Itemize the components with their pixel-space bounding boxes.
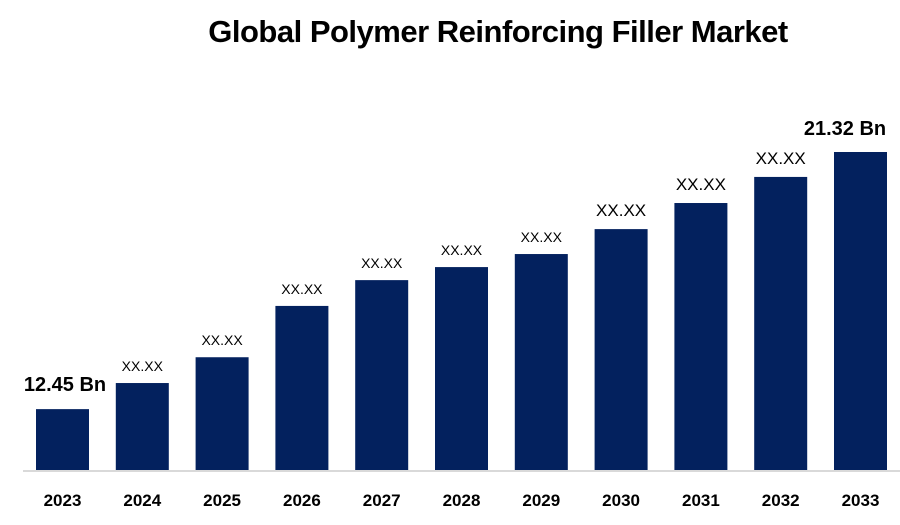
x-tick-label: 2023 bbox=[44, 491, 82, 510]
data-label: XX.XX bbox=[122, 358, 164, 374]
chart-title: Global Polymer Reinforcing Filler Market bbox=[208, 14, 788, 49]
bar-2027 bbox=[355, 280, 409, 470]
x-tick-label: 2026 bbox=[283, 491, 321, 510]
data-label: XX.XX bbox=[756, 149, 806, 168]
bar-2028 bbox=[435, 267, 488, 470]
bar-2030 bbox=[594, 229, 648, 470]
x-tick-label: 2025 bbox=[203, 491, 241, 510]
bar-2026 bbox=[275, 305, 329, 470]
x-tick-label: 2032 bbox=[762, 491, 800, 510]
bar-2023 bbox=[36, 409, 89, 470]
data-label: XX.XX bbox=[441, 242, 483, 258]
data-label: XX.XX bbox=[596, 201, 646, 220]
x-tick-label: 2024 bbox=[123, 491, 161, 510]
bar-2033 bbox=[834, 152, 887, 470]
data-label: 12.45 Bn bbox=[24, 374, 106, 396]
x-tick-label: 2028 bbox=[443, 491, 481, 510]
bar-2024 bbox=[115, 383, 169, 470]
x-tick-label: 2030 bbox=[602, 491, 640, 510]
bar-2031 bbox=[674, 203, 728, 470]
x-tick-label: 2031 bbox=[682, 491, 720, 510]
data-label: 21.32 Bn bbox=[804, 118, 886, 140]
bar-2029 bbox=[514, 254, 568, 470]
bar-2025 bbox=[195, 357, 249, 470]
x-tick-label: 2029 bbox=[522, 491, 560, 510]
data-label: XX.XX bbox=[676, 175, 726, 194]
data-label: XX.XX bbox=[361, 255, 403, 271]
x-tick-label: 2027 bbox=[363, 491, 401, 510]
data-label: XX.XX bbox=[521, 229, 563, 245]
data-label: XX.XX bbox=[201, 332, 243, 348]
data-label: XX.XX bbox=[281, 281, 323, 297]
x-tick-label: 2033 bbox=[842, 491, 880, 510]
bar-2032 bbox=[754, 176, 808, 470]
